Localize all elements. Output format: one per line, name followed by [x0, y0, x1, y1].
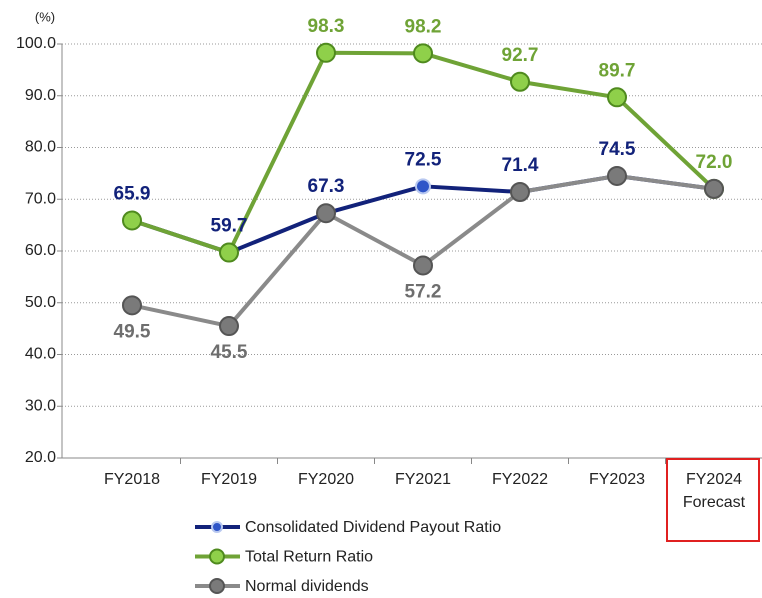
legend-label: Consolidated Dividend Payout Ratio: [245, 519, 501, 536]
highlight-box: [666, 458, 760, 542]
y-tick-label: 40.0: [25, 346, 56, 363]
legend-label: Total Return Ratio: [245, 549, 373, 566]
point-marker: [316, 203, 336, 224]
point-marker: [413, 43, 433, 64]
point-marker: [415, 178, 431, 195]
y-tick-label: 60.0: [25, 242, 56, 259]
point-marker: [122, 295, 142, 316]
legend-marker: [209, 548, 225, 565]
y-tick-label: 100.0: [16, 35, 56, 52]
data-label: 45.5: [211, 342, 248, 363]
x-tick-label: FY2020: [297, 471, 355, 488]
data-label: 67.3: [308, 176, 345, 197]
point-marker: [219, 242, 239, 263]
point-marker: [607, 87, 627, 108]
data-label: 98.3: [308, 16, 345, 37]
data-label: 57.2: [405, 282, 442, 303]
x-tick-label: FY2018: [103, 471, 161, 488]
point-marker: [704, 178, 724, 199]
data-label: 71.4: [502, 155, 539, 176]
point-marker: [510, 182, 530, 203]
data-label: 89.7: [599, 60, 636, 81]
point-marker: [510, 71, 530, 92]
legend-marker: [211, 521, 223, 533]
y-tick-label: 90.0: [25, 87, 56, 104]
y-tick-label: 30.0: [25, 397, 56, 414]
x-tick-label: FY2023: [588, 471, 646, 488]
legend-label: Normal dividends: [245, 578, 369, 595]
point-marker: [316, 42, 336, 63]
x-tick-label: FY2022: [491, 471, 549, 488]
y-tick-label: 80.0: [25, 139, 56, 156]
y-tick-label: 70.0: [25, 190, 56, 207]
data-label: 49.5: [114, 321, 151, 342]
data-label: 72.5: [405, 149, 442, 170]
x-tick-label: FY2024 Forecast: [682, 471, 746, 511]
legend-marker: [209, 578, 225, 594]
data-label: 74.5: [599, 139, 636, 160]
data-label: 98.2: [405, 16, 442, 37]
x-tick-label: FY2019: [200, 471, 258, 488]
y-tick-label: 20.0: [25, 449, 56, 466]
data-label: 65.9: [114, 183, 151, 204]
y-unit: (%): [35, 9, 55, 24]
point-marker: [607, 165, 627, 186]
x-tick-label: FY2021: [394, 471, 452, 488]
data-label: 59.7: [211, 216, 248, 237]
data-label: 92.7: [502, 45, 539, 66]
point-marker: [219, 316, 239, 337]
data-label: 72.0: [696, 152, 733, 173]
y-tick-label: 50.0: [25, 294, 56, 311]
point-marker: [122, 210, 142, 231]
point-marker: [413, 255, 433, 276]
